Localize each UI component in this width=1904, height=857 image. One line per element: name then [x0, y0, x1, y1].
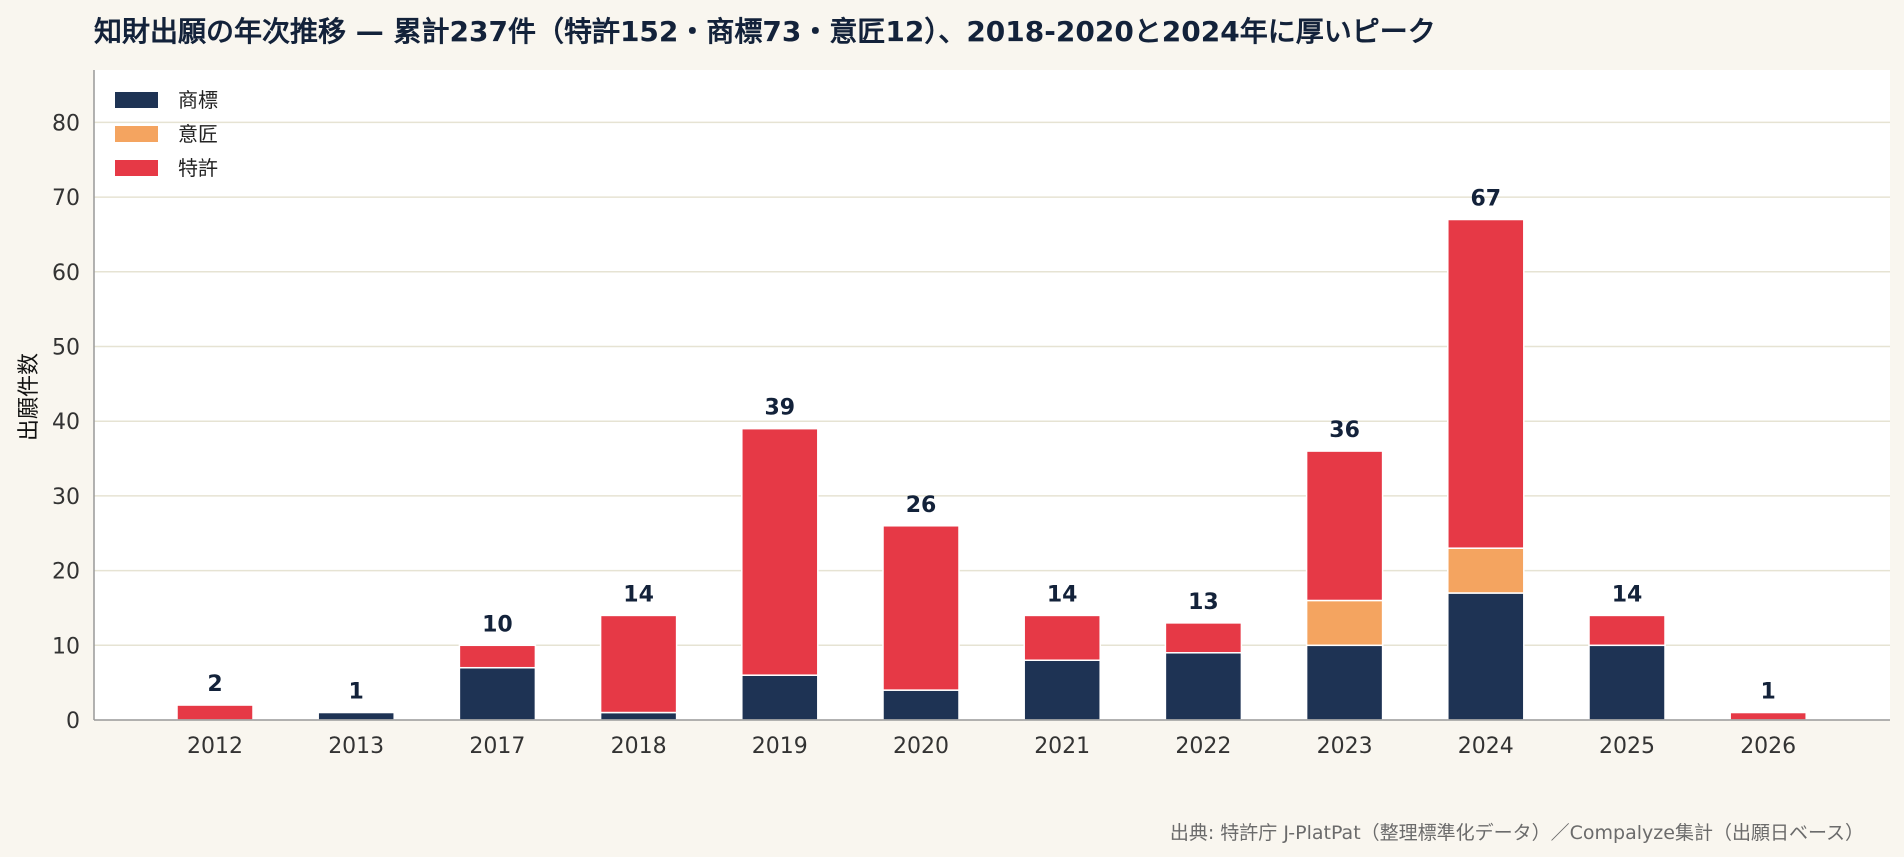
legend-label: 特許	[178, 156, 218, 180]
bar-segment-商標	[458, 666, 537, 721]
bar-segment-商標	[882, 689, 960, 721]
bar-segment-特許	[599, 614, 678, 714]
bar-segment-特許	[1447, 218, 1525, 549]
total-label: 14	[1612, 582, 1643, 607]
x-tick-label: 2024	[1458, 734, 1514, 759]
y-tick-label: 20	[52, 560, 80, 585]
legend-swatch	[115, 126, 158, 142]
bar-segment-特許	[176, 704, 254, 721]
legend-swatch	[115, 92, 158, 108]
bar-segment-商標	[1305, 644, 1384, 721]
bar-segment-特許	[1023, 614, 1101, 661]
bar-segment-商標	[1023, 659, 1101, 721]
gridlines	[94, 121, 1890, 647]
bar-segment-商標	[1588, 644, 1666, 721]
bar-segment-意匠	[1447, 547, 1525, 594]
bar-segment-特許	[1164, 622, 1243, 654]
total-label: 14	[623, 582, 654, 607]
x-tick-label: 2018	[611, 734, 667, 759]
bar-segment-意匠	[1305, 599, 1384, 647]
y-tick-label: 40	[52, 410, 80, 435]
y-tick-label: 10	[52, 634, 80, 659]
y-tick-label: 60	[52, 261, 80, 286]
y-tick-labels: 0 10 20 30 40 50 60 70 80	[52, 111, 80, 734]
legend-swatch	[115, 160, 158, 176]
y-axis-label: 出願件数	[17, 353, 42, 441]
chart-title: 知財出願の年次推移 — 累計237件（特許152・商標73・意匠12）、2018…	[94, 15, 1436, 48]
plot-area	[94, 70, 1890, 720]
y-tick-label: 30	[52, 485, 80, 510]
bar-segment-特許	[1305, 450, 1384, 602]
bar-segment-商標	[317, 711, 395, 721]
y-tick-label: 50	[52, 336, 80, 361]
x-tick-label: 2020	[893, 734, 949, 759]
source-note: 出典: 特許庁 J-PlatPat（整理標準化データ）／Compalyze集計（…	[1169, 822, 1864, 844]
total-label: 39	[764, 396, 795, 421]
x-tick-label: 2019	[752, 734, 808, 759]
x-tick-label: 2012	[187, 734, 243, 759]
x-tick-label: 2026	[1740, 734, 1796, 759]
y-tick-label: 0	[66, 709, 80, 734]
x-tick-label: 2013	[328, 734, 384, 759]
total-label: 36	[1329, 418, 1360, 443]
total-label: 26	[906, 493, 937, 518]
x-tick-label: 2025	[1599, 734, 1655, 759]
bar-segment-特許	[1588, 614, 1666, 647]
bar-segment-商標	[741, 674, 819, 721]
y-tick-label: 70	[52, 186, 80, 211]
x-tick-label: 2021	[1034, 734, 1090, 759]
legend-label: 商標	[178, 88, 218, 112]
total-label: 2	[207, 672, 222, 697]
total-labels: 2 1 10 14 39 26 14 13 36 67 14 1	[207, 187, 1776, 705]
total-label: 14	[1047, 582, 1078, 607]
bar-segment-特許	[741, 427, 819, 676]
bar-segment-特許	[458, 644, 537, 669]
total-label: 1	[349, 680, 364, 705]
bar-segment-特許	[882, 525, 960, 691]
legend-label: 意匠	[178, 122, 218, 146]
y-tick-label: 80	[52, 111, 80, 136]
total-label: 67	[1470, 187, 1501, 212]
bar-segment-特許	[1729, 711, 1807, 721]
bar-segment-商標	[1447, 592, 1525, 721]
bar-segment-商標	[1164, 652, 1243, 721]
x-tick-label: 2023	[1317, 734, 1373, 759]
x-tick-label: 2017	[469, 734, 525, 759]
total-label: 10	[482, 612, 513, 637]
bar-segment-商標	[599, 711, 678, 721]
x-tick-label: 2022	[1175, 734, 1231, 759]
total-label: 1	[1761, 680, 1776, 705]
total-label: 13	[1188, 590, 1219, 615]
x-tick-labels: 2012 2013 2017 2018 2019 2020 2021 2022 2023 2024…	[187, 734, 1796, 759]
